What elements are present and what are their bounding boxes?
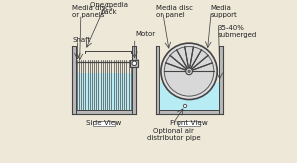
Text: One media
pack: One media pack — [90, 2, 128, 15]
Bar — [159, 82, 219, 111]
Bar — [75, 73, 132, 111]
Bar — [219, 46, 222, 114]
Text: 35-40%
submerged: 35-40% submerged — [218, 25, 257, 38]
Bar — [72, 46, 75, 114]
Circle shape — [188, 70, 190, 73]
Text: Motor: Motor — [136, 31, 156, 37]
Bar — [156, 46, 159, 114]
Circle shape — [184, 104, 187, 108]
Bar — [132, 46, 136, 114]
Circle shape — [164, 47, 214, 96]
Text: Front View: Front View — [170, 120, 208, 126]
Text: Media disc
or panel: Media disc or panel — [156, 5, 193, 18]
Circle shape — [186, 68, 192, 75]
Bar — [159, 82, 219, 111]
Text: Side View: Side View — [86, 120, 121, 126]
Text: Media discs
or panels: Media discs or panels — [72, 5, 113, 18]
Circle shape — [132, 61, 137, 66]
Text: Shaft: Shaft — [72, 37, 90, 43]
Bar — [156, 111, 222, 114]
FancyBboxPatch shape — [178, 121, 200, 126]
Circle shape — [161, 43, 217, 100]
FancyBboxPatch shape — [93, 121, 115, 126]
Text: Media
support: Media support — [211, 5, 237, 18]
Text: Optional air
distributor pipe: Optional air distributor pipe — [147, 128, 201, 141]
Bar — [72, 111, 136, 114]
Bar — [130, 60, 138, 67]
